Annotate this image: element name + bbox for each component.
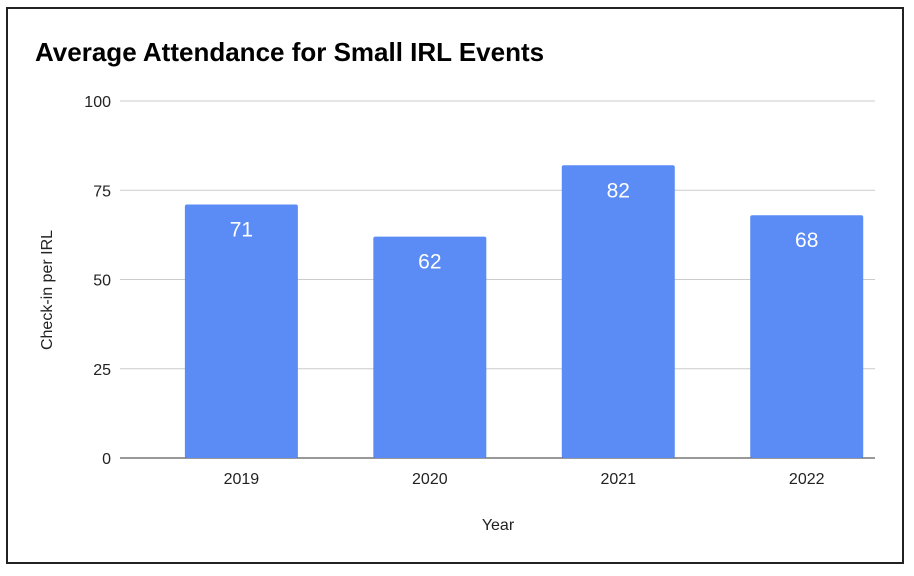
bar-2021 (561, 165, 675, 458)
y-tick-label: 25 (93, 362, 111, 379)
x-axis-label: Year (482, 517, 515, 534)
bar-2020 (373, 236, 487, 458)
y-tick-label: 0 (102, 451, 111, 468)
x-tick-label: 2019 (224, 471, 260, 488)
data-label: 62 (418, 251, 441, 274)
chart-title: Average Attendance for Small IRL Events (35, 37, 545, 67)
x-tick-label: 2021 (600, 471, 636, 488)
chart-frame (6, 7, 904, 564)
y-tick-label: 75 (93, 183, 111, 200)
data-label: 68 (795, 229, 818, 252)
x-tick-label: 2022 (789, 471, 825, 488)
bar-2022 (750, 215, 864, 458)
x-tick-label: 2020 (412, 471, 448, 488)
data-label: 71 (230, 219, 253, 242)
y-tick-label: 100 (84, 94, 111, 111)
data-label: 82 (607, 179, 630, 202)
bar-2019 (184, 204, 298, 458)
y-tick-label: 50 (93, 273, 111, 290)
y-axis-label: Check-in per IRL (39, 230, 56, 350)
